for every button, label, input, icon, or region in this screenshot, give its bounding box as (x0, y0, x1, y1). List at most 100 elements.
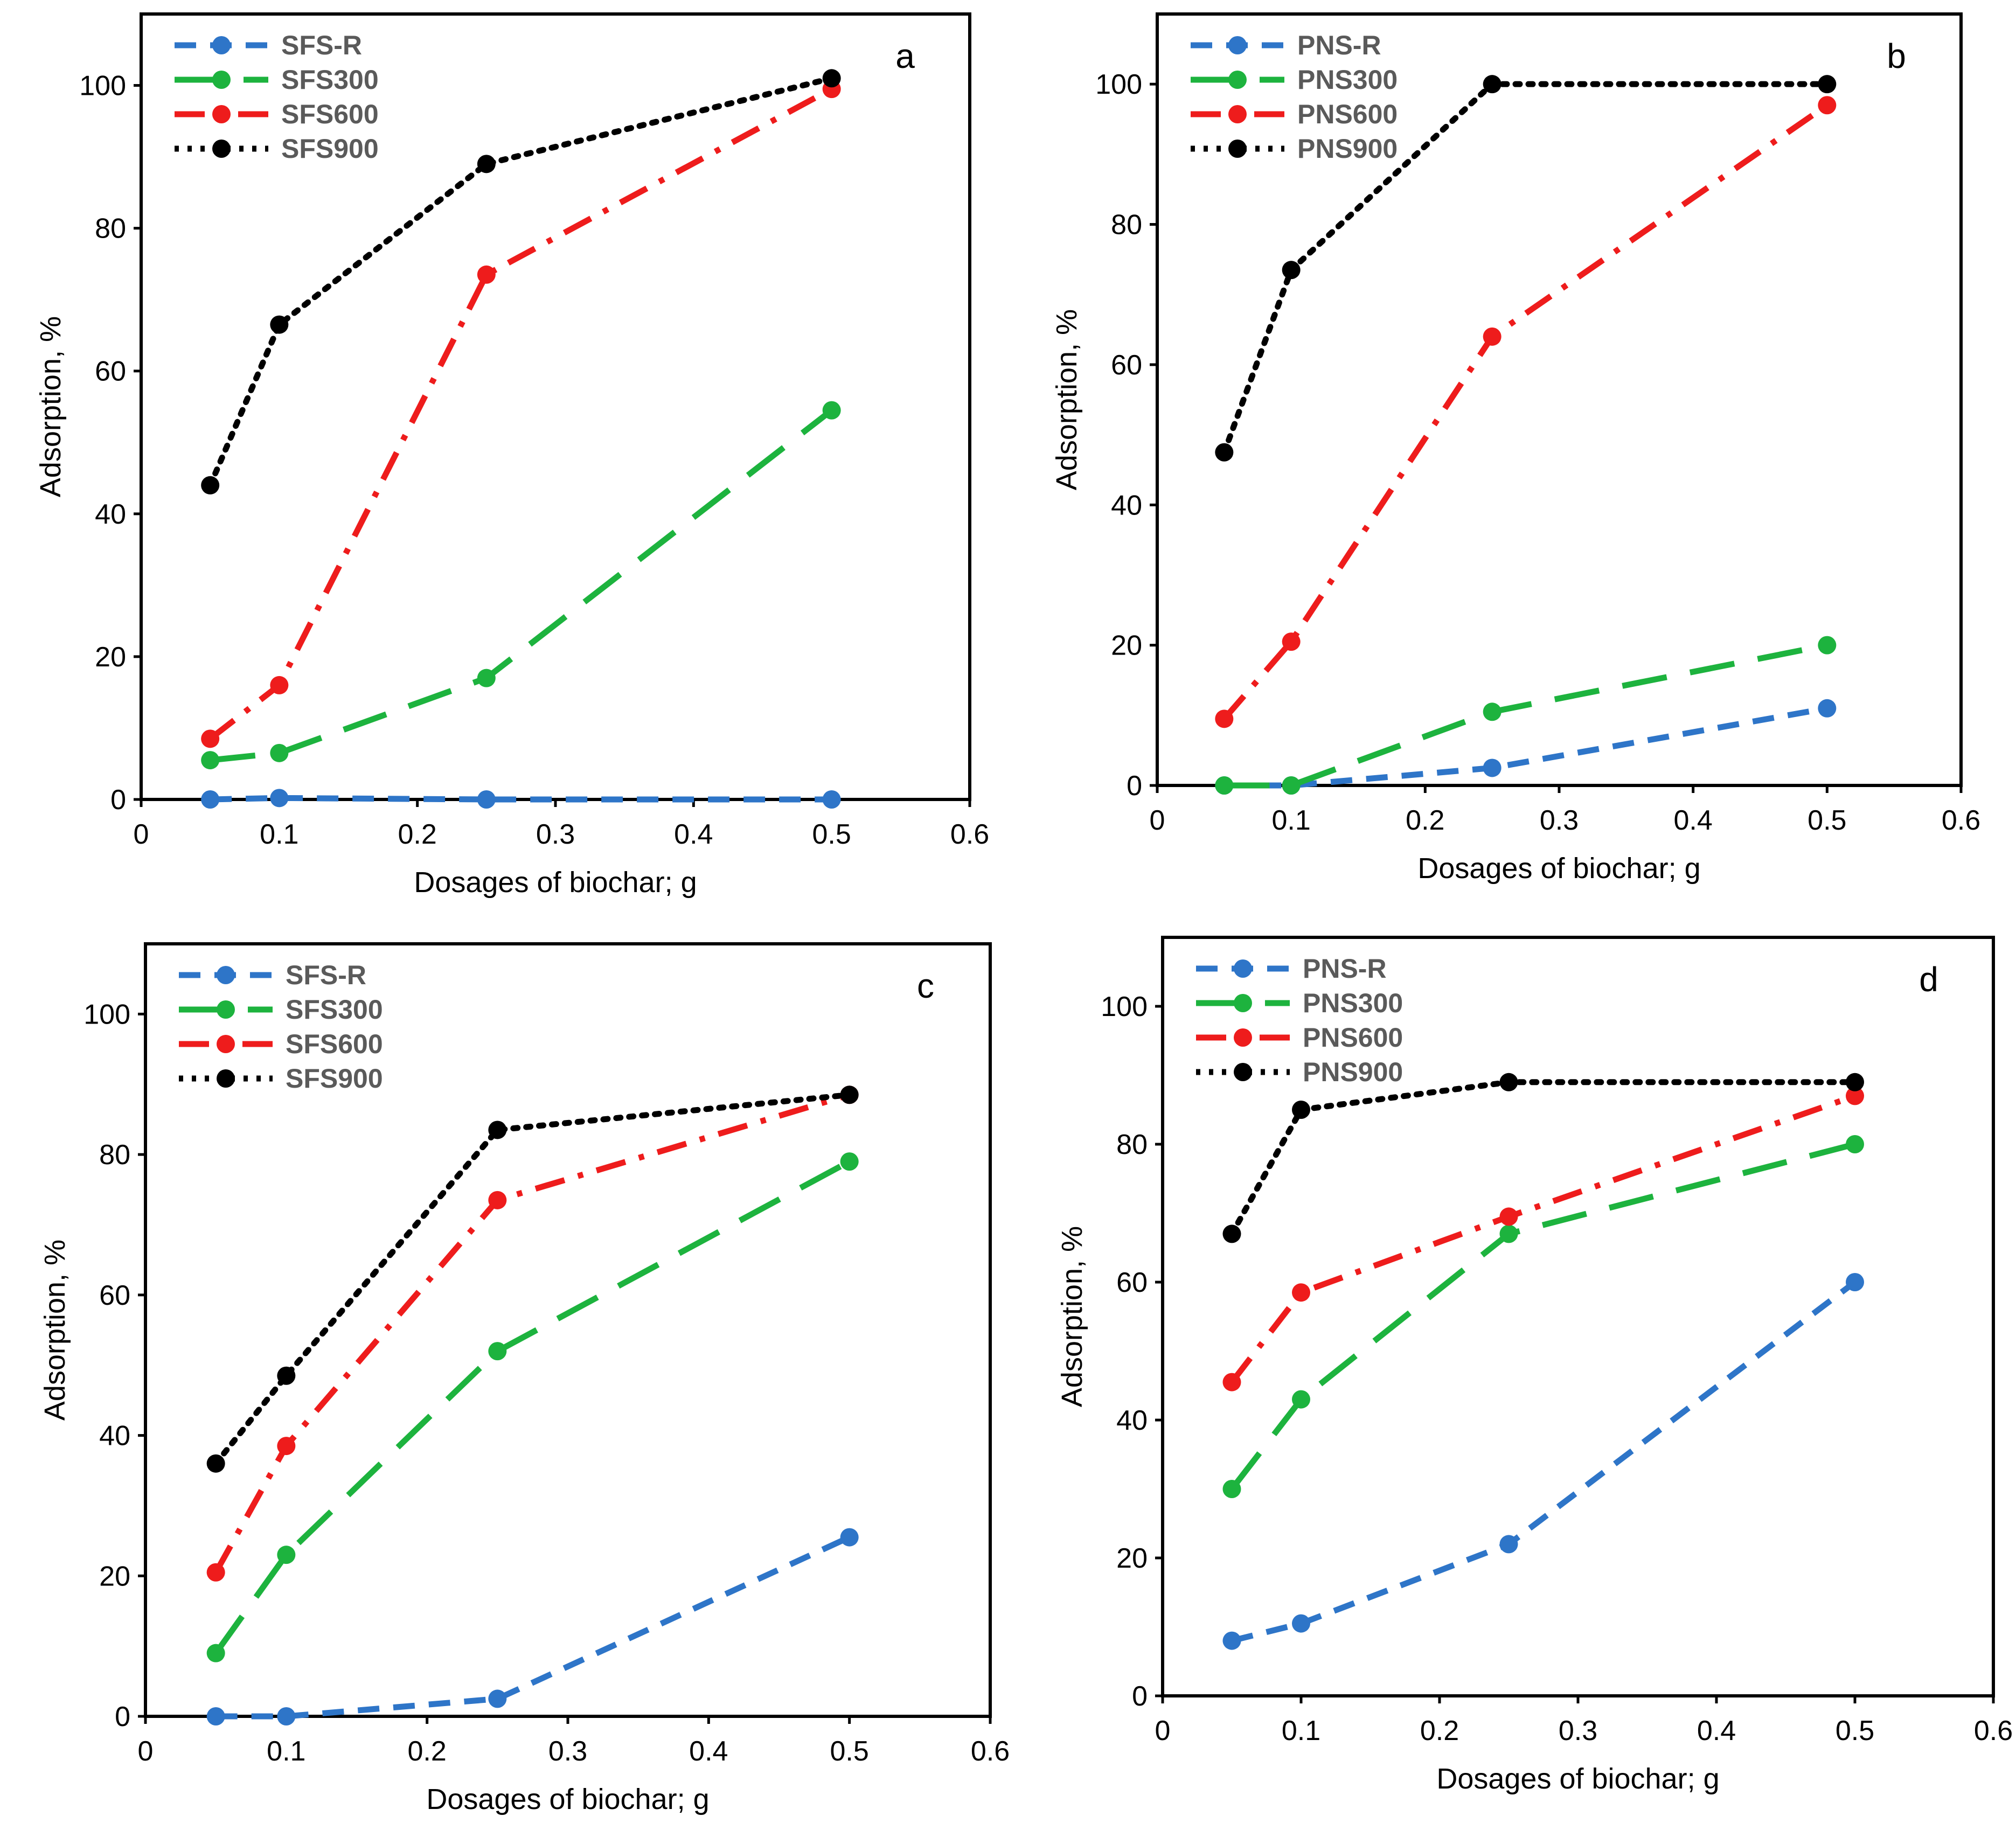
x-tick-label: 0.6 (971, 1736, 1010, 1767)
legend-label: PNS900 (1297, 134, 1398, 164)
legend-marker (1228, 140, 1247, 158)
data-point-sfs900 (488, 1121, 507, 1139)
data-point-pns600 (1499, 1207, 1518, 1226)
y-tick-label: 60 (1111, 350, 1142, 381)
x-tick-label: 0.6 (950, 819, 989, 850)
legend-label: SFS-R (281, 30, 362, 60)
y-axis-title: Adsorption, % (39, 1240, 71, 1421)
x-tick-label: 0.6 (1974, 1715, 2013, 1746)
y-tick-label: 100 (84, 999, 130, 1030)
data-point-sfs300 (201, 751, 220, 770)
series-line-pns300 (1229, 1141, 1856, 1491)
legend-label: SFS900 (281, 134, 379, 164)
panel-letter: c (917, 966, 934, 1005)
x-tick-label: 0.5 (1808, 805, 1846, 836)
plot-frame (144, 942, 992, 1718)
y-tick-label: 60 (99, 1280, 130, 1311)
data-point-pns600 (1846, 1087, 1864, 1105)
x-axis-title: Dosages of biochar; g (414, 866, 697, 899)
y-tick-label: 20 (95, 642, 126, 673)
y-tick-label: 0 (1132, 1681, 1148, 1712)
y-tick-label: 20 (1111, 630, 1142, 662)
legend-label: PNS900 (1303, 1057, 1403, 1087)
data-point-sfs300 (822, 401, 841, 420)
series-line-pns600 (1222, 102, 1829, 721)
x-tick-label: 0 (134, 819, 149, 850)
legend-marker (212, 71, 231, 89)
data-point-pns-r (1846, 1273, 1864, 1291)
x-tick-label: 0.1 (1282, 1715, 1320, 1746)
y-tick-label: 60 (95, 356, 126, 387)
y-tick-label: 80 (99, 1139, 130, 1171)
series-line-sfs900 (213, 1091, 853, 1467)
data-point-sfs600 (206, 1563, 225, 1582)
panel-letter: d (1919, 960, 1938, 999)
x-axis-title: Dosages of biochar; g (1417, 852, 1700, 885)
legend-label: PNS-R (1297, 30, 1381, 60)
data-point-pns-r (1292, 1614, 1310, 1633)
legend-label: SFS600 (281, 99, 379, 129)
data-point-sfs-r (270, 789, 289, 808)
data-point-sfs300 (206, 1644, 225, 1662)
series-line-sfs600 (208, 86, 833, 741)
legend: SFS-R SFS300 SFS600 SFS900 (179, 960, 383, 1094)
series-line-pns900 (1229, 1079, 1858, 1237)
x-tick-label: 0.4 (1674, 805, 1713, 836)
x-tick-label: 0.4 (674, 819, 713, 850)
chart-panel-a: 0 20 40 60 80 100 0 0.1 0.2 0.3 0.4 0.5 0.6 Dosages o… (34, 12, 989, 899)
legend: PNS-R PNS300 PNS600 PNS900 (1191, 30, 1398, 164)
data-point-sfs600 (488, 1191, 507, 1209)
y-axis-title: Adsorption, % (1056, 1226, 1088, 1407)
data-point-sfs-r (206, 1707, 225, 1725)
series-line-sfs300 (213, 1159, 851, 1655)
legend-marker (1234, 1028, 1252, 1047)
data-point-sfs900 (201, 476, 220, 495)
y-tick-label: 40 (99, 1421, 130, 1452)
y-tick-label: 0 (110, 784, 126, 816)
data-point-pns300 (1292, 1390, 1310, 1409)
legend: PNS-R PNS300 PNS600 PNS900 (1196, 954, 1403, 1087)
legend-label: SFS300 (286, 994, 383, 1025)
data-point-sfs300 (477, 669, 496, 687)
data-point-sfs600 (201, 729, 220, 748)
legend-marker (212, 140, 231, 158)
x-tick-label: 0 (1150, 805, 1165, 836)
data-point-sfs900 (477, 155, 496, 173)
legend-label: PNS-R (1303, 954, 1387, 984)
data-point-sfs-r (477, 790, 496, 809)
data-point-pns-r (1818, 699, 1837, 718)
data-point-pns-r (1499, 1535, 1518, 1554)
data-point-pns300 (1499, 1224, 1518, 1243)
legend-marker (212, 105, 231, 123)
x-axis-title: Dosages of biochar; g (426, 1783, 709, 1815)
chart-panel-d: 0 20 40 60 80 100 0 0.1 0.2 0.3 0.4 0.5 0.6 Dosages o… (1056, 936, 2013, 1795)
series-line-pns300 (1224, 642, 1828, 789)
legend-marker (217, 966, 235, 984)
x-tick-label: 0 (138, 1736, 154, 1767)
x-tick-label: 0.2 (1420, 1715, 1459, 1746)
panel-letter: b (1887, 37, 1906, 75)
chart-panel-b: 0 20 40 60 80 100 0 0.1 0.2 0.3 0.4 0.5 0.6 Dosages o… (1051, 12, 1980, 885)
data-point-sfs600 (277, 1437, 296, 1456)
data-point-pns900 (1222, 1224, 1241, 1243)
x-tick-label: 0.1 (260, 819, 298, 850)
data-point-sfs900 (822, 69, 841, 88)
series-line-pns-r (1231, 1279, 1857, 1644)
data-point-pns900 (1282, 261, 1301, 280)
series-line-sfs300 (210, 408, 834, 763)
legend-label: SFS300 (281, 65, 379, 95)
series-line-sfs-r (215, 1534, 851, 1720)
plot-frame (1161, 936, 1995, 1697)
data-point-pns600 (1222, 1373, 1241, 1391)
legend-label: SFS600 (286, 1029, 383, 1059)
y-tick-label: 0 (115, 1701, 130, 1732)
legend-marker (1234, 1063, 1252, 1081)
plot-frame (140, 12, 971, 801)
legend-marker (1234, 959, 1252, 978)
legend-label: PNS600 (1303, 1022, 1403, 1053)
y-tick-label: 40 (95, 499, 126, 530)
x-tick-label: 0.3 (548, 1736, 587, 1767)
data-point-sfs-r (822, 790, 841, 809)
panel-letter: a (895, 37, 915, 75)
